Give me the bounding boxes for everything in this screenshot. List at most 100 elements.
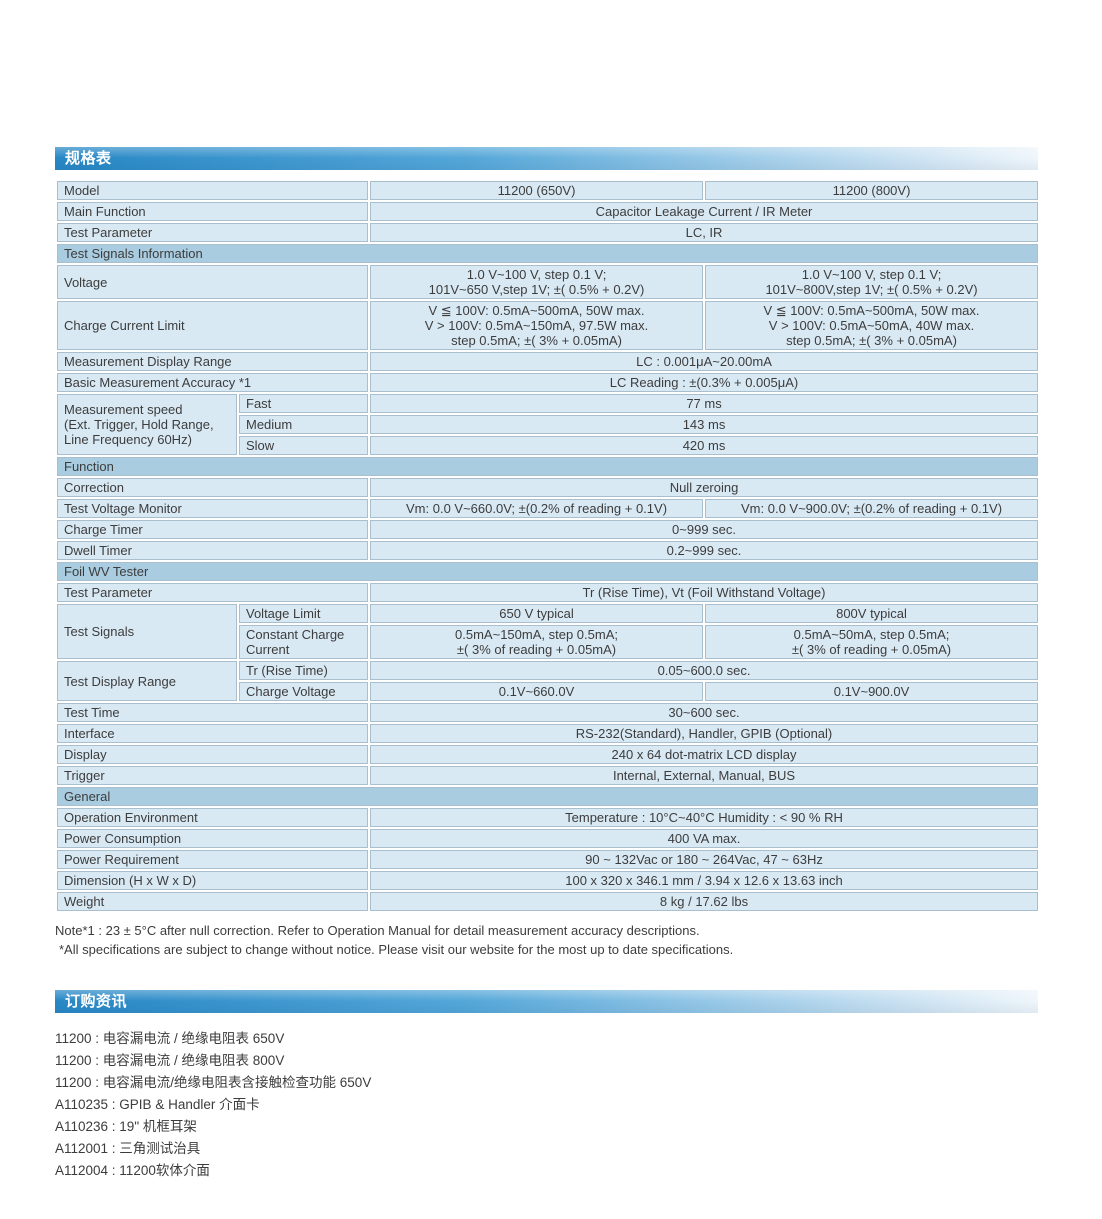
rise-time-value: 0.05~600.0 sec. (370, 661, 1039, 680)
footnotes: Note*1 : 23 ± 5°C after null correction.… (55, 921, 1038, 959)
weight-value: 8 kg / 17.62 lbs (370, 892, 1039, 911)
power-consumption-label: Power Consumption (57, 829, 369, 848)
correction-label: Correction (57, 478, 369, 497)
row-voltage: Voltage 1.0 V~100 V, step 0.1 V; 101V~65… (57, 265, 1039, 299)
spec-section-header-bar: 规格表 (55, 147, 1038, 170)
ordering-item-a110236: A110236 : 19" 机框耳架 (55, 1119, 197, 1134)
footnote-accuracy: Note*1 : 23 ± 5°C after null correction.… (55, 923, 700, 938)
row-test-voltage-monitor: Test Voltage Monitor Vm: 0.0 V~660.0V; ±… (57, 499, 1039, 518)
voltage-limit-value-650v: 650 V typical (370, 604, 704, 623)
row-dimension: Dimension (H x W x D) 100 x 320 x 346.1 … (57, 871, 1039, 890)
foil-test-parameter-value: Tr (Rise Time), Vt (Foil Withstand Volta… (370, 583, 1039, 602)
charge-current-limit-value-800v: V ≦ 100V: 0.5mA~500mA, 50W max. V > 100V… (705, 301, 1039, 350)
row-rise-time: Test Display Range Tr (Rise Time) 0.05~6… (57, 661, 1039, 701)
power-requirement-label: Power Requirement (57, 850, 369, 869)
foil-test-parameter-label: Test Parameter (57, 583, 369, 602)
voltage-limit-label: Voltage Limit (239, 604, 369, 623)
row-foil-test-parameter: Test Parameter Tr (Rise Time), Vt (Foil … (57, 583, 1039, 602)
charge-voltage-label: Charge Voltage (239, 682, 369, 701)
ordering-section-title: 订购资讯 (65, 993, 128, 1010)
row-constant-charge-current: Constant Charge Current 0.5mA~150mA, ste… (57, 625, 1039, 659)
row-model: Model 11200 (650V) 11200 (800V) (57, 181, 1039, 200)
test-display-range-label: Test Display Range (57, 661, 237, 701)
speed-medium-value: 143 ms (370, 415, 1039, 434)
correction-value: Null zeroing (370, 478, 1039, 497)
datasheet-page: 规格表 Model 11200 (650V) 11200 (800V) Main… (55, 147, 1040, 1182)
interface-label: Interface (57, 724, 369, 743)
row-test-parameter: Test Parameter LC, IR (57, 223, 1039, 242)
voltage-limit-value-800v: 800V typical (705, 604, 1039, 623)
trigger-label: Trigger (57, 766, 369, 785)
trigger-value: Internal, External, Manual, BUS (370, 766, 1039, 785)
test-parameter-value: LC, IR (370, 223, 1039, 242)
charge-voltage-value-650v: 0.1V~660.0V (370, 682, 704, 701)
test-time-label: Test Time (57, 703, 369, 722)
row-operation-environment: Operation Environment Temperature : 10°C… (57, 808, 1039, 827)
model-value-650v: 11200 (650V) (370, 181, 704, 200)
row-section-test-signals: Test Signals Information (57, 244, 1039, 263)
dimension-value: 100 x 320 x 346.1 mm / 3.94 x 12.6 x 13.… (370, 871, 1039, 890)
spec-table: Model 11200 (650V) 11200 (800V) Main Fun… (55, 179, 1040, 913)
basic-accuracy-label: Basic Measurement Accuracy *1 (57, 373, 369, 392)
row-speed-medium: Medium 143 ms (57, 415, 1039, 434)
row-dwell-timer: Dwell Timer 0.2~999 sec. (57, 541, 1039, 560)
row-voltage-limit: Test Signals Voltage Limit 650 V typical… (57, 604, 1039, 659)
test-voltage-monitor-value-650v: Vm: 0.0 V~660.0V; ±(0.2% of reading + 0.… (370, 499, 704, 518)
row-trigger: Trigger Internal, External, Manual, BUS (57, 766, 1039, 785)
basic-accuracy-value: LC Reading : ±(0.3% + 0.005μA) (370, 373, 1039, 392)
test-parameter-label: Test Parameter (57, 223, 369, 242)
charge-current-limit-label: Charge Current Limit (57, 301, 369, 350)
main-function-value: Capacitor Leakage Current / IR Meter (370, 202, 1039, 221)
row-basic-accuracy: Basic Measurement Accuracy *1 LC Reading… (57, 373, 1039, 392)
row-speed-slow: Slow 420 ms (57, 436, 1039, 455)
row-power-requirement: Power Requirement 90 ~ 132Vac or 180 ~ 2… (57, 850, 1039, 869)
ordering-item-11200-contact-check: 11200 : 电容漏电流/绝缘电阻表含接触检查功能 650V (55, 1075, 372, 1090)
row-weight: Weight 8 kg / 17.62 lbs (57, 892, 1039, 911)
spec-section-title: 规格表 (65, 150, 112, 167)
section-header-general: General (57, 787, 1039, 806)
operation-environment-value: Temperature : 10°C~40°C Humidity : < 90 … (370, 808, 1039, 827)
speed-slow-value: 420 ms (370, 436, 1039, 455)
row-main-function: Main Function Capacitor Leakage Current … (57, 202, 1039, 221)
row-measurement-display-range: Measurement Display Range LC : 0.001μA~2… (57, 352, 1039, 371)
ordering-item-a110235: A110235 : GPIB & Handler 介面卡 (55, 1097, 260, 1112)
row-interface: Interface RS-232(Standard), Handler, GPI… (57, 724, 1039, 743)
measurement-speed-label: Measurement speed (Ext. Trigger, Hold Ra… (57, 394, 237, 455)
row-charge-current-limit: Charge Current Limit V ≦ 100V: 0.5mA~500… (57, 301, 1039, 350)
measurement-display-range-value: LC : 0.001μA~20.00mA (370, 352, 1039, 371)
speed-medium-label: Medium (239, 415, 369, 434)
charge-timer-value: 0~999 sec. (370, 520, 1039, 539)
row-correction: Correction Null zeroing (57, 478, 1039, 497)
constant-charge-current-label: Constant Charge Current (239, 625, 369, 659)
model-label: Model (57, 181, 369, 200)
row-test-time: Test Time 30~600 sec. (57, 703, 1039, 722)
test-time-value: 30~600 sec. (370, 703, 1039, 722)
row-section-function: Function (57, 457, 1039, 476)
weight-label: Weight (57, 892, 369, 911)
charge-current-limit-value-650v: V ≦ 100V: 0.5mA~500mA, 50W max. V > 100V… (370, 301, 704, 350)
ordering-section: 订购资讯 11200 : 电容漏电流 / 绝缘电阻表 650V 11200 : … (55, 990, 1038, 1182)
section-header-function: Function (57, 457, 1039, 476)
ordering-item-11200-800v: 11200 : 电容漏电流 / 绝缘电阻表 800V (55, 1053, 285, 1068)
dimension-label: Dimension (H x W x D) (57, 871, 369, 890)
row-power-consumption: Power Consumption 400 VA max. (57, 829, 1039, 848)
power-requirement-value: 90 ~ 132Vac or 180 ~ 264Vac, 47 ~ 63Hz (370, 850, 1039, 869)
ordering-item-a112001: A112001 : 三角测试治具 (55, 1141, 201, 1156)
rise-time-label: Tr (Rise Time) (239, 661, 369, 680)
main-function-label: Main Function (57, 202, 369, 221)
ordering-header-bar: 订购资讯 (55, 990, 1038, 1013)
test-voltage-monitor-label: Test Voltage Monitor (57, 499, 369, 518)
voltage-value-650v: 1.0 V~100 V, step 0.1 V; 101V~650 V,step… (370, 265, 704, 299)
ordering-list: 11200 : 电容漏电流 / 绝缘电阻表 650V 11200 : 电容漏电流… (55, 1028, 1038, 1182)
section-header-foil-wv-tester: Foil WV Tester (57, 562, 1039, 581)
row-display: Display 240 x 64 dot-matrix LCD display (57, 745, 1039, 764)
charge-timer-label: Charge Timer (57, 520, 369, 539)
voltage-value-800v: 1.0 V~100 V, step 0.1 V; 101V~800V,step … (705, 265, 1039, 299)
display-label: Display (57, 745, 369, 764)
row-charge-timer: Charge Timer 0~999 sec. (57, 520, 1039, 539)
row-charge-voltage: Charge Voltage 0.1V~660.0V 0.1V~900.0V (57, 682, 1039, 701)
voltage-label: Voltage (57, 265, 369, 299)
operation-environment-label: Operation Environment (57, 808, 369, 827)
dwell-timer-label: Dwell Timer (57, 541, 369, 560)
speed-fast-value: 77 ms (370, 394, 1039, 413)
